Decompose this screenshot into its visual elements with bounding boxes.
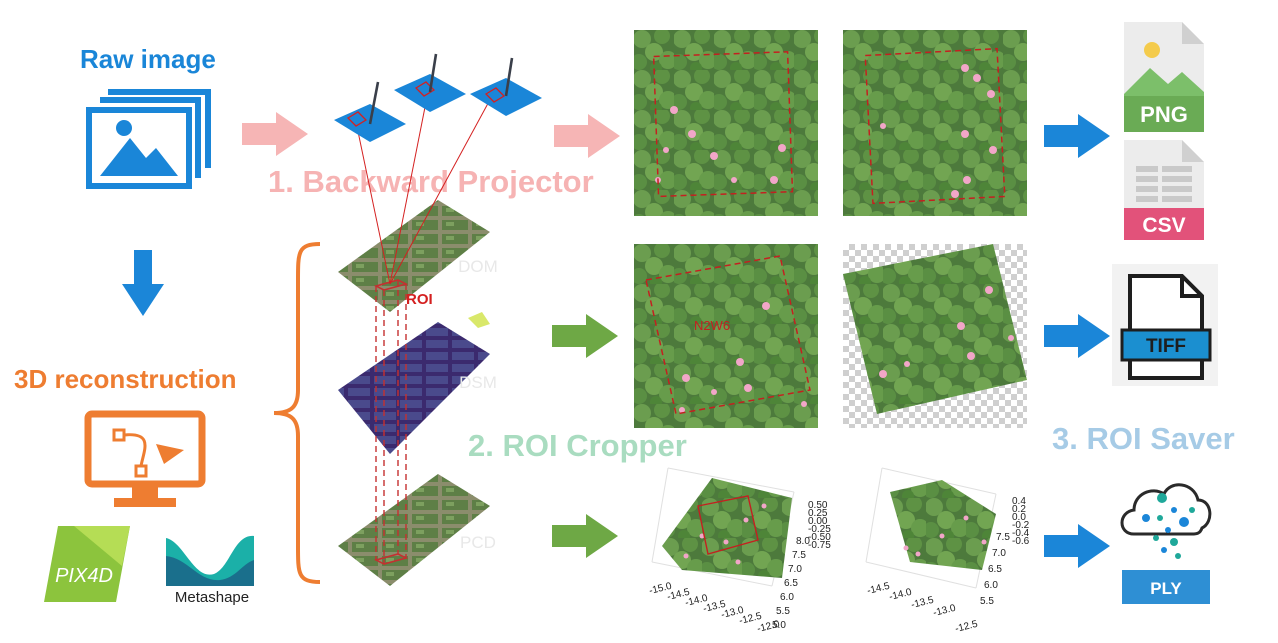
cropped-roi-image: N2W6 [634,244,818,428]
metashape-text: Metashape [175,589,249,606]
z-tick-label: -0.75 [808,540,831,551]
png-label: PNG [1140,102,1188,127]
x-tick-label: -14.0 [888,587,913,603]
point-cloud-plot-2: -14.5 -14.0 -13.5 -13.0 -12.5 5.5 6.0 6.… [865,467,1030,635]
blue-arrow-icon [1044,524,1110,568]
dom-layer [338,200,490,312]
y-tick-label: 5.0 [772,620,786,631]
blue-arrow-icon [1044,314,1110,358]
y-tick-label: 8.0 [796,536,810,547]
reconstruction-label: 3D reconstruction [14,364,237,394]
x-tick-label: -12.0 [756,619,781,635]
csv-file-icon: CSV [1124,140,1204,240]
roi-name-label: N2W6 [694,318,730,333]
x-tick-label: -12.5 [954,619,979,635]
blue-arrow-icon [1044,114,1110,158]
z-tick-label: 0.50 [808,500,828,511]
projected-image-2 [843,30,1027,216]
ply-cloud-icon: PLY [1120,483,1212,604]
down-arrow-icon [122,250,164,316]
x-tick-label: -13.0 [720,605,745,621]
z-tick-label: 0.4 [1012,496,1026,507]
y-tick-label: 7.0 [788,564,802,575]
x-tick-label: -14.0 [684,593,709,609]
y-tick-label: 5.5 [980,596,994,607]
z-tick-label: -0.6 [1012,536,1030,547]
pcd-layer [338,474,490,586]
green-arrow-icon [552,514,618,558]
x-tick-label: -12.5 [738,611,763,627]
x-tick-label: -13.0 [932,603,957,619]
x-tick-label: -14.5 [866,581,891,597]
raw-image-label: Raw image [80,44,216,74]
x-tick-label: -13.5 [702,599,727,615]
ply-label: PLY [1150,579,1182,598]
y-tick-label: 7.5 [792,550,806,561]
z-tick-label: -0.2 [1012,520,1030,531]
y-tick-label: 6.5 [988,564,1002,575]
projected-image-1 [634,30,818,216]
tiff-file-icon: TIFF [1112,264,1218,386]
green-arrow-icon [552,314,618,358]
x-tick-label: -15.0 [648,581,673,597]
y-tick-label: 7.0 [992,548,1006,559]
backward-projector-label: 1. Backward Projector [268,164,594,199]
z-tick-label: 0.00 [808,516,828,527]
x-tick-label: -14.5 [666,587,691,603]
pink-arrow-icon [242,112,308,156]
y-tick-label: 6.0 [984,580,998,591]
z-tick-label: -0.25 [808,524,831,535]
z-tick-label: 0.2 [1012,504,1026,515]
camera-planes [334,53,542,142]
png-file-icon: PNG [1124,22,1204,132]
roi-cropper-label: 2. ROI Cropper [468,428,687,463]
pix4d-logo: PIX4D [44,526,130,602]
roi-label: ROI [406,291,433,308]
x-tick-label: -13.5 [910,595,935,611]
projection-diagram: DOM DSM PCD ROI [334,53,542,586]
monitor-icon [84,410,206,507]
y-tick-label: 7.5 [996,532,1010,543]
roi-saver-label: 3. ROI Saver [1052,421,1235,456]
transparent-roi-image [843,244,1027,428]
brace-icon [273,242,321,584]
pink-arrow-icon [554,114,620,158]
y-tick-label: 6.0 [780,592,794,603]
tiff-label: TIFF [1146,336,1186,357]
y-tick-label: 5.5 [776,606,790,617]
dsm-label: DSM [459,373,497,392]
csv-label: CSV [1142,214,1185,237]
z-tick-label: 0.25 [808,508,828,519]
dom-label: DOM [458,257,498,276]
point-cloud-plot-1: -15.0 -14.5 -14.0 -13.5 -13.0 -12.5 -12.… [648,467,831,635]
pcd-label: PCD [460,533,496,552]
z-tick-label: 0.0 [1012,512,1026,523]
y-tick-label: 6.5 [784,578,798,589]
z-tick-label: -0.50 [808,532,831,543]
image-stack-icon [86,89,211,189]
pix4d-text: PIX4D [55,565,113,587]
z-tick-label: -0.4 [1012,528,1030,539]
metashape-logo: Metashape [166,535,254,606]
